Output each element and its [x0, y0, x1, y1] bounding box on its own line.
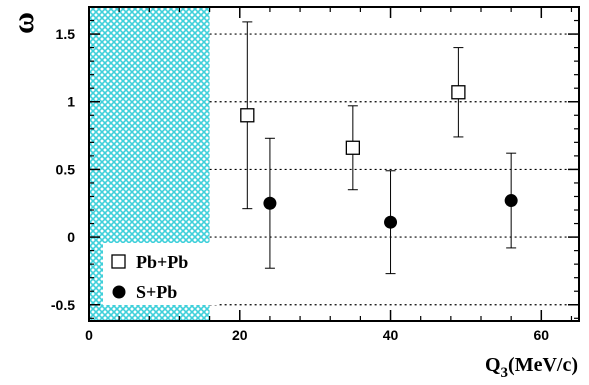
marker-pbpb-0: [240, 108, 255, 123]
x-axis-title-subscript: 3: [501, 365, 509, 381]
y-tick-label-4: 1.5: [56, 26, 76, 42]
axis-ticks: [88, 7, 579, 321]
y-axis-title: ω: [7, 12, 40, 34]
marker-spb-0: [263, 196, 277, 210]
x-tick-label-0: 0: [85, 327, 93, 343]
legend: Pb+Pb S+Pb: [103, 243, 217, 305]
data-markers: [240, 85, 518, 229]
grid-lines: [209, 33, 579, 306]
plot-frame: [88, 6, 580, 322]
marker-pbpb-2: [451, 85, 466, 100]
x-axis-title: Q3(MeV/c): [485, 354, 578, 381]
tick-labels: -0.5 0 0.5 1 1.5 0 20 40 60: [51, 26, 549, 343]
y-tick-label-1: 0: [67, 229, 75, 245]
legend-marker-pbpb: [111, 254, 126, 269]
x-tick-label-2: 40: [383, 327, 399, 343]
marker-spb-2: [504, 194, 518, 208]
x-tick-label-3: 60: [534, 327, 550, 343]
error-bars: [242, 21, 517, 275]
x-axis-title-unit: (MeV/c): [508, 354, 578, 376]
x-axis-title-q: Q: [485, 354, 501, 376]
marker-pbpb-1: [345, 140, 360, 155]
marker-spb-1: [384, 215, 398, 229]
legend-label-pbpb: Pb+Pb: [136, 252, 188, 272]
y-tick-label-0: -0.5: [51, 297, 75, 313]
legend-label-spb: S+Pb: [136, 282, 177, 302]
y-tick-label-2: 0.5: [56, 161, 76, 177]
x-tick-label-1: 20: [232, 327, 248, 343]
y-tick-label-3: 1: [67, 94, 75, 110]
legend-marker-spb: [112, 285, 126, 299]
